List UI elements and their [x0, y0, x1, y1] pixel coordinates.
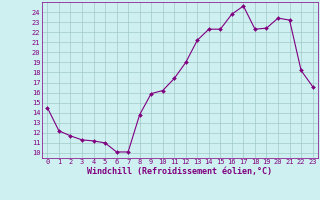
X-axis label: Windchill (Refroidissement éolien,°C): Windchill (Refroidissement éolien,°C) — [87, 167, 273, 176]
